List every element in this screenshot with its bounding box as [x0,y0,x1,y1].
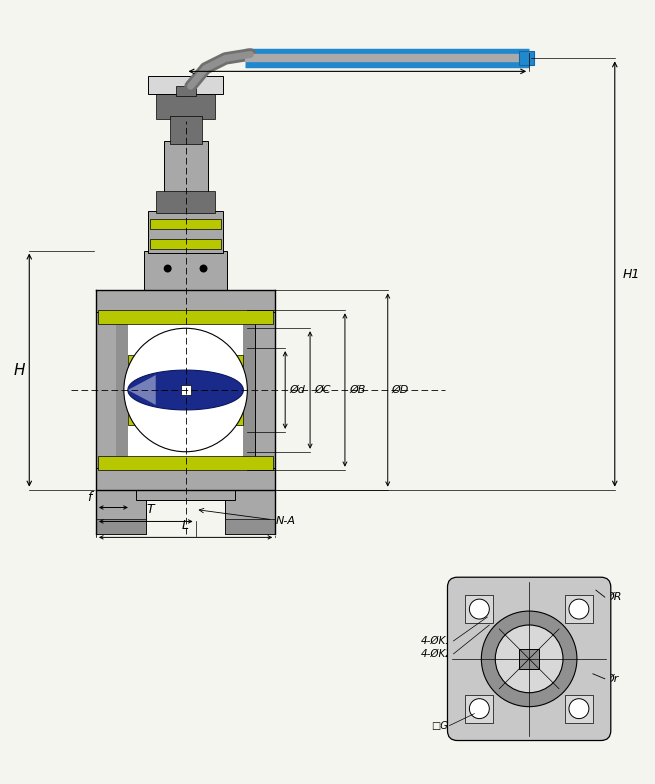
FancyBboxPatch shape [447,577,611,741]
Bar [98,456,273,470]
Bar [116,290,128,489]
Text: 4-ØK1: 4-ØK1 [421,636,453,646]
Bar [519,649,539,669]
Circle shape [569,699,589,719]
Text: N-A: N-A [199,508,295,526]
Bar [156,91,215,119]
Bar [519,52,534,65]
Bar [466,695,493,723]
Text: ØC: ØC [314,385,331,395]
Circle shape [164,264,172,273]
Bar [96,290,275,312]
Text: ØR: ØR [606,592,622,602]
Polygon shape [128,370,244,410]
Bar [231,355,244,425]
Bar [176,86,196,96]
Bar [225,489,275,535]
Text: 4-ØK2: 4-ØK2 [421,649,453,659]
Bar [136,489,235,499]
Circle shape [124,328,248,452]
Circle shape [470,599,489,619]
Bar [164,141,208,193]
Bar [106,310,265,470]
Bar [225,520,275,535]
Text: □G: □G [431,720,447,731]
Bar [565,595,593,623]
Text: ØB: ØB [349,385,365,395]
Text: L: L [182,520,189,532]
Bar [170,116,202,144]
Text: H: H [14,362,25,378]
Bar [96,468,275,489]
Polygon shape [128,375,156,405]
Bar [128,355,140,425]
Text: T: T [147,503,155,517]
Circle shape [569,599,589,619]
Bar [144,251,227,290]
Bar [150,238,221,249]
Bar [148,211,223,252]
Bar [96,290,275,489]
Circle shape [481,611,577,706]
Text: Ød: Ød [289,385,305,395]
Circle shape [495,625,563,693]
Bar [96,290,116,489]
Bar [244,290,255,489]
Bar [96,489,146,535]
Bar [255,290,275,489]
Text: E: E [352,50,362,65]
Bar [150,219,221,229]
Bar [98,310,273,325]
Circle shape [470,699,489,719]
Bar [565,695,593,723]
Text: f: f [88,491,92,503]
Bar [96,520,146,535]
Text: ØD: ØD [392,385,409,395]
Bar [156,191,215,212]
Text: Ør: Ør [606,673,619,684]
Text: H1: H1 [623,267,640,281]
Circle shape [200,264,208,273]
Bar [148,76,223,94]
Bar [181,385,191,395]
Bar [466,595,493,623]
